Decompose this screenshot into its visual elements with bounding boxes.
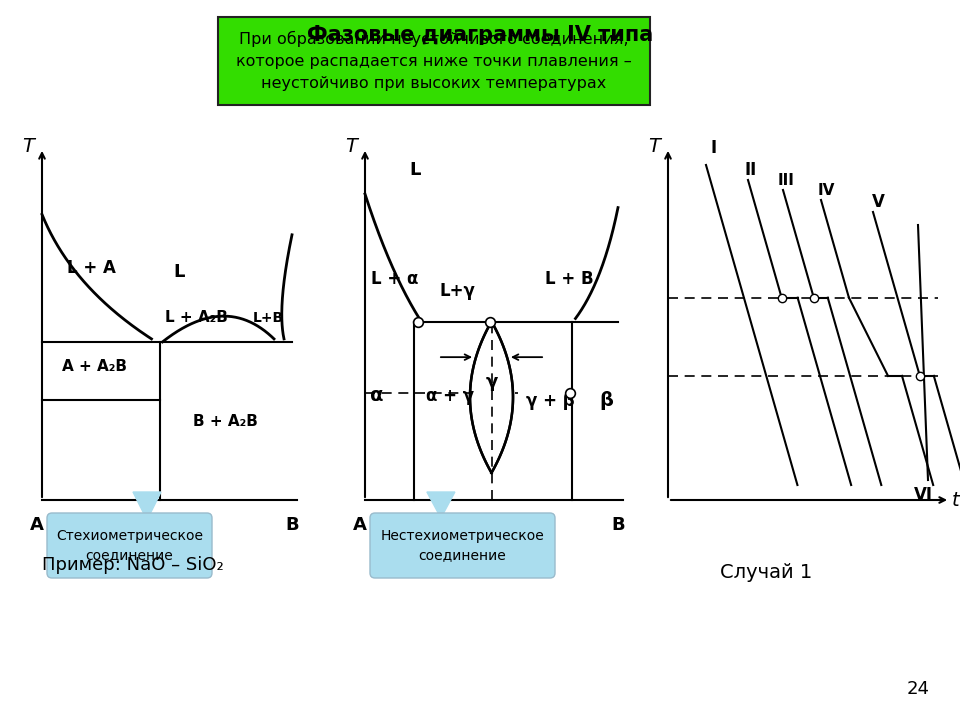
Text: V: V: [872, 193, 884, 211]
Text: L + A₂B: L + A₂B: [165, 310, 228, 325]
Text: t: t: [952, 490, 960, 510]
Text: 24: 24: [907, 680, 930, 698]
Text: L+γ: L+γ: [440, 282, 476, 300]
Text: II: II: [745, 161, 757, 179]
Text: I: I: [711, 139, 717, 157]
Text: IV: IV: [817, 183, 834, 198]
Text: T: T: [22, 137, 34, 156]
Polygon shape: [470, 322, 513, 473]
Text: L+B: L+B: [252, 311, 283, 325]
Text: L + B: L + B: [545, 269, 594, 287]
FancyBboxPatch shape: [370, 513, 555, 578]
Text: B + A₂B: B + A₂B: [193, 414, 258, 429]
Text: Случай 1: Случай 1: [720, 562, 812, 582]
Text: T: T: [648, 137, 660, 156]
Text: A + A₂B: A + A₂B: [62, 359, 128, 374]
FancyBboxPatch shape: [218, 17, 650, 105]
Text: III: III: [778, 173, 795, 188]
Text: T: T: [345, 137, 357, 156]
Text: γ + β: γ + β: [526, 392, 575, 410]
Text: L: L: [174, 263, 185, 281]
Text: Стехиометрическое
соединение: Стехиометрическое соединение: [56, 529, 203, 562]
Text: Нестехиометрическое
соединение: Нестехиометрическое соединение: [380, 529, 544, 562]
Text: Пример: NaO – SiO₂: Пример: NaO – SiO₂: [42, 556, 224, 574]
Polygon shape: [427, 492, 455, 518]
FancyBboxPatch shape: [47, 513, 212, 578]
Text: B: B: [285, 516, 299, 534]
Text: B: B: [612, 516, 625, 534]
Text: α + γ: α + γ: [426, 387, 474, 405]
Text: VI: VI: [914, 486, 932, 504]
Text: Фазовые диаграммы IV типа: Фазовые диаграммы IV типа: [307, 25, 653, 45]
Text: При образовании неустойчивого соединения,
которое распадается ниже точки плавлен: При образовании неустойчивого соединения…: [236, 32, 632, 91]
Text: A: A: [353, 516, 367, 534]
Polygon shape: [133, 492, 161, 520]
Text: L: L: [409, 161, 420, 179]
Text: A₂B: A₂B: [142, 516, 178, 534]
Text: α: α: [371, 386, 384, 405]
Text: A: A: [30, 516, 44, 534]
Text: L + A: L + A: [67, 259, 116, 277]
Text: L + α: L + α: [371, 269, 419, 287]
Text: β: β: [599, 391, 612, 410]
Text: γ: γ: [486, 373, 497, 391]
